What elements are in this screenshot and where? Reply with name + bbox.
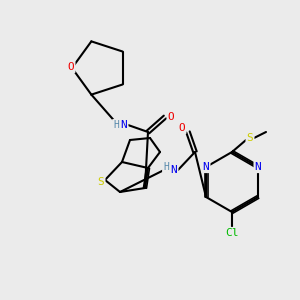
Text: H: H	[113, 120, 119, 130]
Text: O: O	[178, 123, 185, 133]
Text: N: N	[255, 162, 261, 172]
Text: N: N	[121, 120, 128, 130]
Text: N: N	[202, 162, 209, 172]
Text: H: H	[163, 162, 169, 172]
Text: N: N	[171, 165, 177, 175]
Text: Cl: Cl	[225, 228, 239, 238]
Text: O: O	[68, 62, 74, 72]
Text: O: O	[168, 112, 174, 122]
Text: S: S	[247, 133, 254, 143]
Text: S: S	[98, 177, 104, 187]
